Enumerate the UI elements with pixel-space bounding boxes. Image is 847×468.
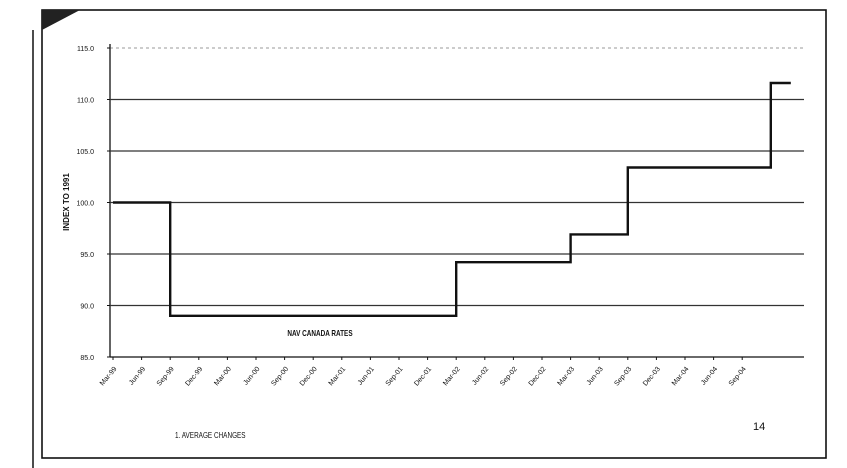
series-label: NAV CANADA RATES — [287, 328, 352, 338]
y-axis-label: INDEX TO 1991 — [62, 173, 71, 231]
y-tick-label: 95.0 — [80, 252, 94, 259]
y-tick-label: 115.0 — [77, 46, 94, 53]
corner-mark — [42, 10, 80, 30]
page-number: 14 — [753, 421, 765, 433]
footnote: 1. AVERAGE CHANGES — [175, 430, 246, 440]
y-tick-label: 90.0 — [80, 304, 94, 311]
y-tick-label: 105.0 — [76, 149, 94, 156]
y-tick-label: 100.0 — [76, 201, 94, 208]
y-tick-labels: 115.0 110.0 105.0 100.0 95.0 90.0 85.0 — [76, 46, 94, 362]
page-frame — [41, 9, 827, 459]
plot-area — [107, 44, 804, 360]
y-tick-label: 110.0 — [77, 98, 94, 105]
y-tick-label: 85.0 — [80, 355, 94, 362]
series-line — [113, 81, 791, 317]
